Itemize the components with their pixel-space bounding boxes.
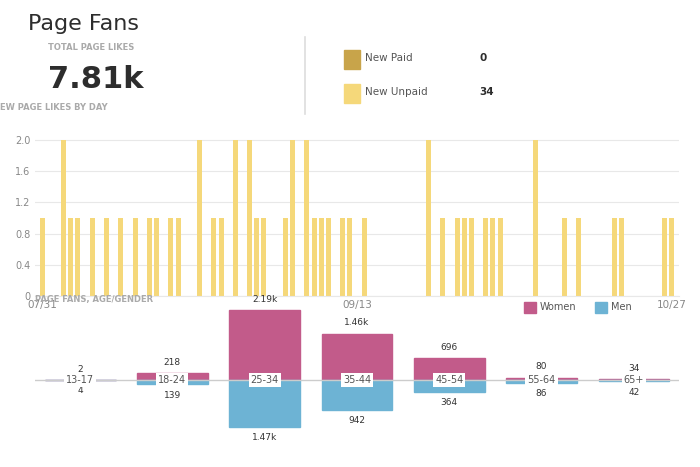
- Bar: [506, 377, 577, 380]
- Bar: [40, 218, 45, 296]
- Bar: [595, 303, 607, 313]
- Text: 55-64: 55-64: [528, 375, 556, 385]
- Bar: [414, 358, 484, 380]
- Bar: [440, 218, 445, 296]
- Bar: [154, 218, 159, 296]
- Text: 13-17: 13-17: [66, 375, 94, 385]
- Bar: [462, 218, 467, 296]
- Bar: [483, 218, 489, 296]
- Text: 80: 80: [536, 362, 547, 371]
- Bar: [283, 218, 288, 296]
- Bar: [344, 50, 360, 69]
- Bar: [598, 380, 669, 382]
- Text: 34: 34: [628, 364, 640, 373]
- Text: TOTAL PAGE LIKES: TOTAL PAGE LIKES: [48, 43, 134, 52]
- Text: 2.19k: 2.19k: [252, 295, 277, 304]
- Bar: [562, 218, 567, 296]
- Bar: [233, 141, 238, 296]
- Bar: [211, 218, 216, 296]
- Bar: [469, 218, 474, 296]
- Bar: [230, 310, 300, 380]
- Bar: [76, 218, 80, 296]
- Bar: [620, 218, 624, 296]
- Bar: [218, 218, 223, 296]
- Text: 0: 0: [480, 53, 486, 64]
- Text: 139: 139: [164, 391, 181, 400]
- Text: PAGE FANS, AGE/GENDER: PAGE FANS, AGE/GENDER: [35, 295, 153, 304]
- Text: New Paid: New Paid: [365, 53, 413, 64]
- Bar: [524, 303, 536, 313]
- Bar: [498, 218, 503, 296]
- Bar: [669, 218, 674, 296]
- Text: 18-24: 18-24: [158, 375, 186, 385]
- Text: Men: Men: [610, 302, 631, 312]
- Bar: [137, 380, 208, 384]
- Bar: [69, 218, 74, 296]
- Bar: [247, 141, 252, 296]
- Bar: [321, 380, 393, 410]
- Bar: [147, 218, 152, 296]
- Bar: [662, 218, 667, 296]
- Bar: [133, 218, 138, 296]
- Bar: [61, 141, 66, 296]
- Text: Women: Women: [540, 302, 577, 312]
- Bar: [118, 218, 123, 296]
- Bar: [230, 380, 300, 427]
- Text: NEW PAGE LIKES BY DAY: NEW PAGE LIKES BY DAY: [0, 103, 108, 112]
- Bar: [612, 218, 617, 296]
- Text: 942: 942: [349, 416, 365, 425]
- Bar: [347, 218, 352, 296]
- Bar: [455, 218, 460, 296]
- Bar: [344, 84, 360, 103]
- Text: 218: 218: [164, 358, 181, 367]
- Bar: [326, 218, 331, 296]
- Text: 35-44: 35-44: [343, 375, 371, 385]
- Bar: [90, 218, 95, 296]
- Bar: [169, 218, 174, 296]
- Bar: [254, 218, 259, 296]
- Bar: [318, 218, 323, 296]
- Text: 7.81k: 7.81k: [48, 65, 144, 94]
- Text: 696: 696: [441, 343, 458, 352]
- Bar: [491, 218, 496, 296]
- Bar: [506, 380, 577, 383]
- Bar: [312, 218, 316, 296]
- Bar: [304, 141, 309, 296]
- Bar: [176, 218, 181, 296]
- Text: 34: 34: [480, 87, 494, 98]
- Bar: [197, 141, 202, 296]
- Bar: [340, 218, 345, 296]
- Text: 45-54: 45-54: [435, 375, 463, 385]
- Text: 42: 42: [629, 388, 640, 396]
- Text: New Unpaid: New Unpaid: [365, 87, 428, 98]
- Bar: [576, 218, 581, 296]
- Text: 4: 4: [77, 386, 83, 396]
- Bar: [533, 141, 538, 296]
- Text: 1.47k: 1.47k: [252, 433, 277, 442]
- Bar: [598, 379, 669, 380]
- Text: 25-34: 25-34: [251, 375, 279, 385]
- Bar: [362, 218, 367, 296]
- Bar: [426, 141, 431, 296]
- Text: Page Fans: Page Fans: [28, 14, 139, 34]
- Text: 1.46k: 1.46k: [344, 318, 370, 327]
- Bar: [321, 333, 393, 380]
- Bar: [104, 218, 109, 296]
- Text: 2: 2: [77, 365, 83, 374]
- Bar: [290, 141, 295, 296]
- Text: 65+: 65+: [624, 375, 644, 385]
- Bar: [414, 380, 484, 392]
- Bar: [262, 218, 267, 296]
- Text: 364: 364: [441, 398, 458, 407]
- Bar: [137, 373, 208, 380]
- Text: 86: 86: [536, 389, 547, 398]
